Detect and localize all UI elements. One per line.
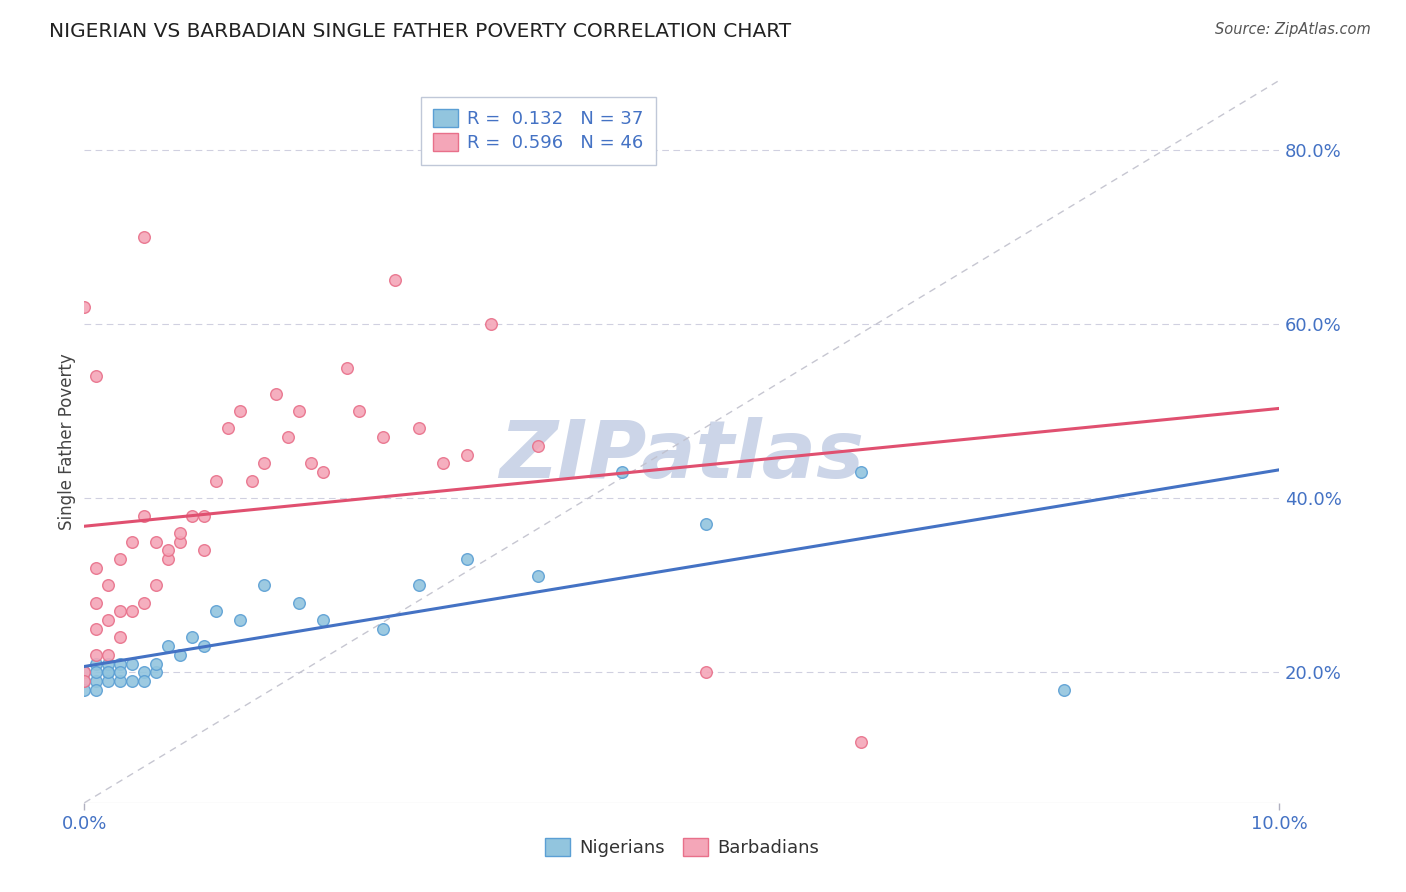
Point bbox=[264, 386, 287, 401]
Point bbox=[312, 613, 335, 627]
Point bbox=[228, 613, 252, 627]
Point bbox=[277, 430, 299, 444]
Point bbox=[86, 596, 108, 610]
Point bbox=[695, 517, 717, 532]
Point bbox=[97, 665, 120, 680]
Point bbox=[408, 578, 430, 592]
Point bbox=[73, 682, 96, 697]
Point bbox=[132, 508, 156, 523]
Text: Source: ZipAtlas.com: Source: ZipAtlas.com bbox=[1215, 22, 1371, 37]
Point bbox=[145, 534, 167, 549]
Point bbox=[86, 561, 108, 575]
Point bbox=[205, 474, 228, 488]
Point bbox=[97, 657, 120, 671]
Point bbox=[73, 673, 96, 688]
Point bbox=[97, 648, 120, 662]
Point bbox=[695, 665, 717, 680]
Point bbox=[373, 430, 395, 444]
Point bbox=[336, 360, 359, 375]
Point bbox=[110, 657, 132, 671]
Point bbox=[408, 421, 430, 435]
Point bbox=[181, 631, 204, 645]
Point bbox=[228, 404, 252, 418]
Point bbox=[97, 578, 120, 592]
Point bbox=[456, 448, 478, 462]
Point bbox=[86, 673, 108, 688]
Point bbox=[312, 465, 335, 479]
Point bbox=[193, 543, 215, 558]
Point bbox=[288, 596, 311, 610]
Point bbox=[851, 465, 873, 479]
Point bbox=[169, 648, 191, 662]
Point bbox=[301, 456, 323, 470]
Point bbox=[110, 673, 132, 688]
Point bbox=[73, 673, 96, 688]
Point bbox=[169, 525, 191, 540]
Point bbox=[97, 613, 120, 627]
Point bbox=[132, 673, 156, 688]
Point bbox=[157, 639, 180, 653]
Point bbox=[97, 665, 120, 680]
Point bbox=[86, 369, 108, 384]
Point bbox=[86, 657, 108, 671]
Text: NIGERIAN VS BARBADIAN SINGLE FATHER POVERTY CORRELATION CHART: NIGERIAN VS BARBADIAN SINGLE FATHER POVE… bbox=[49, 22, 792, 41]
Point bbox=[181, 508, 204, 523]
Point bbox=[132, 230, 156, 244]
Point bbox=[145, 657, 167, 671]
Point bbox=[479, 317, 502, 331]
Point bbox=[349, 404, 371, 418]
Point bbox=[240, 474, 263, 488]
Point bbox=[157, 543, 180, 558]
Y-axis label: Single Father Poverty: Single Father Poverty bbox=[58, 353, 76, 530]
Point bbox=[253, 456, 276, 470]
Point bbox=[86, 682, 108, 697]
Point bbox=[288, 404, 311, 418]
Point bbox=[97, 673, 120, 688]
Point bbox=[73, 665, 96, 680]
Point bbox=[253, 578, 276, 592]
Point bbox=[527, 569, 550, 583]
Point bbox=[132, 665, 156, 680]
Point bbox=[110, 552, 132, 566]
Point bbox=[110, 604, 132, 618]
Point bbox=[612, 465, 634, 479]
Point bbox=[456, 552, 478, 566]
Point bbox=[86, 665, 108, 680]
Legend: Nigerians, Barbadians: Nigerians, Barbadians bbox=[536, 830, 828, 866]
Point bbox=[121, 657, 143, 671]
Point bbox=[205, 604, 228, 618]
Point bbox=[193, 508, 215, 523]
Point bbox=[157, 552, 180, 566]
Point bbox=[169, 534, 191, 549]
Point bbox=[121, 534, 143, 549]
Point bbox=[73, 300, 96, 314]
Point bbox=[1053, 682, 1076, 697]
Point bbox=[193, 639, 215, 653]
Point bbox=[145, 578, 167, 592]
Point bbox=[73, 665, 96, 680]
Point bbox=[86, 648, 108, 662]
Point bbox=[373, 622, 395, 636]
Text: ZIPatlas: ZIPatlas bbox=[499, 417, 865, 495]
Point bbox=[121, 673, 143, 688]
Point bbox=[145, 665, 167, 680]
Point bbox=[121, 604, 143, 618]
Point bbox=[851, 735, 873, 749]
Point bbox=[384, 273, 406, 287]
Point bbox=[110, 631, 132, 645]
Point bbox=[110, 665, 132, 680]
Point bbox=[86, 622, 108, 636]
Point bbox=[432, 456, 454, 470]
Point bbox=[527, 439, 550, 453]
Point bbox=[132, 596, 156, 610]
Point bbox=[217, 421, 239, 435]
